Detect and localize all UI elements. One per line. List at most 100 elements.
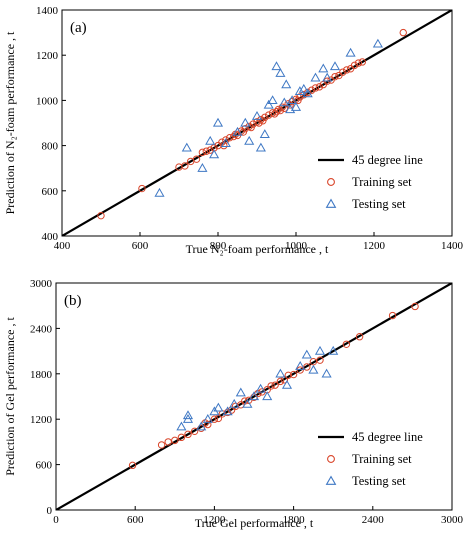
y-tick-label: 600 xyxy=(36,460,53,472)
training-point xyxy=(339,68,347,76)
training-point xyxy=(97,211,105,220)
panel-label: (b) xyxy=(64,293,82,309)
testing-point xyxy=(294,86,305,96)
reference-line-45deg xyxy=(56,283,452,510)
testing-point xyxy=(321,368,332,378)
testing-point xyxy=(244,135,255,145)
panel-label: (a) xyxy=(70,20,87,36)
testing-point xyxy=(240,117,251,127)
x-tick-label: 1000 xyxy=(285,240,308,252)
training-point xyxy=(284,371,293,380)
testing-point xyxy=(209,149,220,159)
training-point xyxy=(261,113,269,122)
testing-point xyxy=(329,61,341,71)
y-tick-label: 1800 xyxy=(30,369,53,381)
testing-point xyxy=(314,345,326,355)
training-point xyxy=(358,58,366,66)
training-point xyxy=(226,133,234,142)
x-axis-label: True Gel performance , t xyxy=(195,516,314,530)
training-point xyxy=(184,430,192,439)
y-tick-label: 400 xyxy=(42,231,59,243)
testing-point xyxy=(372,38,383,48)
testing-point xyxy=(281,79,292,89)
reference-line-45deg xyxy=(62,10,452,236)
legend-label-testing: Testing set xyxy=(352,474,406,488)
y-tick-label: 1400 xyxy=(36,5,59,17)
training-point xyxy=(206,146,214,154)
training-point xyxy=(202,147,211,155)
testing-point xyxy=(251,111,263,120)
testing-point xyxy=(263,99,274,109)
testing-point xyxy=(222,406,233,416)
training-point xyxy=(350,61,359,70)
legend-circle-swatch xyxy=(327,178,335,186)
training-point xyxy=(388,311,397,320)
legend-label-line: 45 degree line xyxy=(352,430,423,444)
testing-point xyxy=(295,361,306,370)
x-tick-label: 1800 xyxy=(283,514,306,526)
x-tick-label: 400 xyxy=(54,240,71,252)
x-tick-label: 1200 xyxy=(363,240,386,252)
testing-point xyxy=(262,391,273,401)
testing-point xyxy=(235,387,246,397)
x-tick-label: 600 xyxy=(127,514,144,526)
training-point xyxy=(267,382,275,390)
legend: 45 degree line Training set Testing set xyxy=(318,430,423,488)
testing-point xyxy=(287,95,298,105)
training-point xyxy=(276,377,285,386)
legend-triangle-swatch xyxy=(325,475,337,485)
testing-point xyxy=(267,95,278,105)
training-point xyxy=(157,441,166,449)
training-point xyxy=(311,84,320,92)
training-point xyxy=(354,59,363,67)
y-tick-label: 0 xyxy=(47,505,53,517)
testing-point xyxy=(182,410,194,420)
training-point xyxy=(171,436,179,445)
training-point xyxy=(190,427,199,436)
x-axis-label: True N₂-foam performance , t xyxy=(186,242,329,256)
training-point xyxy=(316,356,324,364)
testing-point xyxy=(154,187,165,197)
testing-point xyxy=(197,162,208,172)
testing-point xyxy=(318,63,329,73)
legend-circle-swatch xyxy=(327,455,335,463)
testing-point xyxy=(255,142,266,152)
testing-point xyxy=(213,402,224,412)
testing-point xyxy=(232,126,243,136)
testing-point xyxy=(259,129,270,138)
testing-point xyxy=(220,138,231,147)
training-point xyxy=(315,83,324,91)
testing-point xyxy=(298,83,309,93)
legend-label-training: Training set xyxy=(352,175,412,189)
y-tick-label: 1200 xyxy=(36,50,59,62)
training-point xyxy=(210,415,219,423)
y-tick-label: 1200 xyxy=(30,414,53,426)
testing-point xyxy=(275,68,286,77)
x-tick-label: 600 xyxy=(132,240,149,252)
testing-point xyxy=(310,72,321,82)
training-point xyxy=(342,340,351,348)
testing-point xyxy=(229,398,240,408)
training-point xyxy=(399,28,407,37)
y-tick-label: 3000 xyxy=(30,278,53,290)
testing-point xyxy=(328,345,339,355)
testing-point xyxy=(202,413,213,423)
chart-panel-a: 400 600 800 1000 1200 1400 400 600 800 1000 1200 14… xyxy=(3,5,464,256)
x-tick-label: 1200 xyxy=(203,514,226,526)
plot-area xyxy=(62,10,452,236)
legend-triangle-swatch xyxy=(325,198,337,208)
training-point xyxy=(192,155,201,163)
training-point xyxy=(271,381,279,389)
training-point xyxy=(280,104,288,113)
testing-point xyxy=(212,117,224,127)
y-tick-label: 600 xyxy=(42,186,59,198)
training-point xyxy=(270,110,279,118)
y-tick-label: 800 xyxy=(42,141,59,153)
training-point xyxy=(289,370,298,379)
testing-point xyxy=(345,47,356,57)
y-axis-label: Prediction of Gel performance , t xyxy=(3,317,17,476)
testing-point xyxy=(255,383,266,393)
x-tick-label: 1400 xyxy=(441,240,464,252)
testing-point xyxy=(205,135,216,145)
